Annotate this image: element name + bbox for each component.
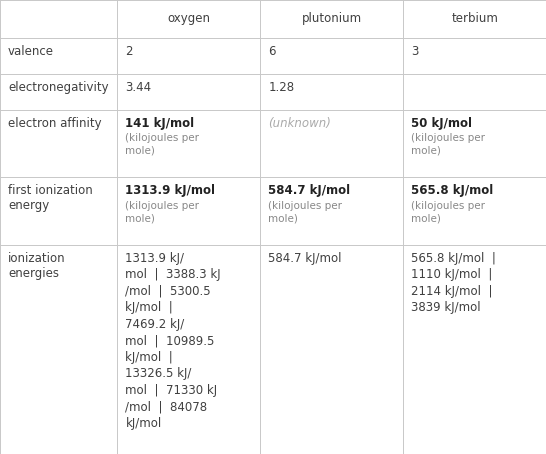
Text: electronegativity: electronegativity bbox=[8, 81, 109, 94]
Text: (unknown): (unknown) bbox=[269, 117, 331, 129]
Text: 3: 3 bbox=[412, 45, 419, 58]
Text: 50 kJ/mol: 50 kJ/mol bbox=[412, 117, 472, 129]
Text: (kilojoules per
mole): (kilojoules per mole) bbox=[269, 201, 342, 223]
Text: 584.7 kJ/mol: 584.7 kJ/mol bbox=[269, 184, 351, 197]
Text: 584.7 kJ/mol: 584.7 kJ/mol bbox=[269, 252, 342, 265]
Text: electron affinity: electron affinity bbox=[8, 117, 102, 129]
Text: first ionization
energy: first ionization energy bbox=[8, 184, 93, 212]
Text: 6: 6 bbox=[269, 45, 276, 58]
Text: (kilojoules per
mole): (kilojoules per mole) bbox=[126, 133, 199, 155]
Text: valence: valence bbox=[8, 45, 54, 58]
Text: plutonium: plutonium bbox=[302, 12, 362, 25]
Text: 565.8 kJ/mol: 565.8 kJ/mol bbox=[412, 184, 494, 197]
Text: 3.44: 3.44 bbox=[126, 81, 151, 94]
Text: (kilojoules per
mole): (kilojoules per mole) bbox=[412, 133, 485, 155]
Text: 565.8 kJ/mol  |
1110 kJ/mol  |
2114 kJ/mol  |
3839 kJ/mol: 565.8 kJ/mol | 1110 kJ/mol | 2114 kJ/mol… bbox=[412, 252, 496, 315]
Text: 141 kJ/mol: 141 kJ/mol bbox=[126, 117, 194, 129]
Text: 1313.9 kJ/
mol  |  3388.3 kJ
/mol  |  5300.5
kJ/mol  |
7469.2 kJ/
mol  |  10989.: 1313.9 kJ/ mol | 3388.3 kJ /mol | 5300.5… bbox=[126, 252, 221, 430]
Text: 2: 2 bbox=[126, 45, 133, 58]
Text: oxygen: oxygen bbox=[168, 12, 210, 25]
Text: (kilojoules per
mole): (kilojoules per mole) bbox=[412, 201, 485, 223]
Text: ionization
energies: ionization energies bbox=[8, 252, 66, 280]
Text: (kilojoules per
mole): (kilojoules per mole) bbox=[126, 201, 199, 223]
Text: 1.28: 1.28 bbox=[269, 81, 295, 94]
Text: 1313.9 kJ/mol: 1313.9 kJ/mol bbox=[126, 184, 215, 197]
Text: terbium: terbium bbox=[452, 12, 498, 25]
